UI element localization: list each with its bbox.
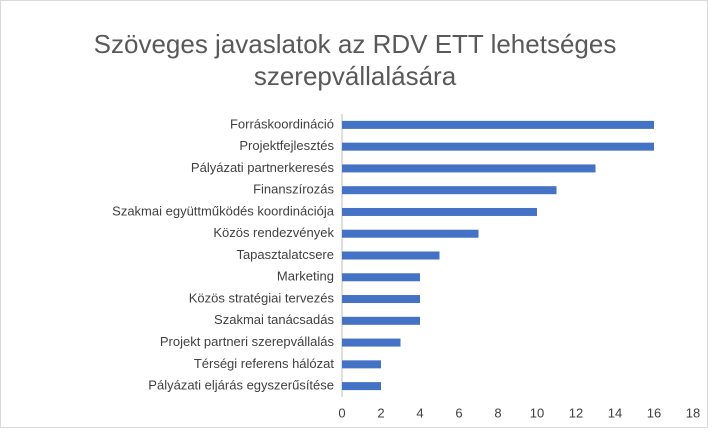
bar [342,360,381,369]
bar [342,295,420,304]
y-tick-label: Tapasztalatcsere [236,247,334,262]
bar [342,316,420,325]
x-tick-label: 6 [455,405,462,420]
x-tick-label: 4 [416,405,423,420]
x-tick-label: 8 [494,405,501,420]
y-tick-label: Térségi referens hálózat [194,356,335,371]
bar [342,338,401,347]
x-tick-label: 14 [608,405,622,420]
x-tick-label: 18 [686,405,700,420]
bar [342,273,420,282]
bar [342,186,557,195]
bar [342,164,596,173]
y-tick-label: Forráskoordináció [230,116,334,131]
y-tick-label: Pályázati partnerkeresés [191,160,335,175]
bar [342,142,654,151]
y-tick-label: Közös stratégiai tervezés [189,290,335,305]
bar [342,251,440,260]
y-tick-label: Projekt partneri szerepvállalás [160,334,335,349]
chart-title: Szöveges javaslatok az RDV ETT lehetsége… [93,29,617,91]
y-tick-label: Szakmai együttműködés koordinációja [112,203,335,218]
chart-border [0,0,708,428]
y-tick-label: Pályázati eljárás egyszerűsítése [148,378,334,393]
bar [342,229,479,238]
x-tick-label: 0 [338,405,345,420]
x-tick-label: 2 [377,405,384,420]
y-tick-label: Finanszírozás [253,182,334,197]
y-tick-label: Szakmai tanácsadás [214,312,334,327]
y-tick-label: Marketing [277,269,334,284]
y-tick-label: Közös rendezvények [213,225,334,240]
x-tick-label: 16 [647,405,661,420]
bar [342,120,654,129]
bar [342,382,381,391]
x-tick-label: 12 [569,405,583,420]
y-tick-label: Projektfejlesztés [239,138,334,153]
x-tick-label: 10 [530,405,544,420]
bar [342,207,537,216]
